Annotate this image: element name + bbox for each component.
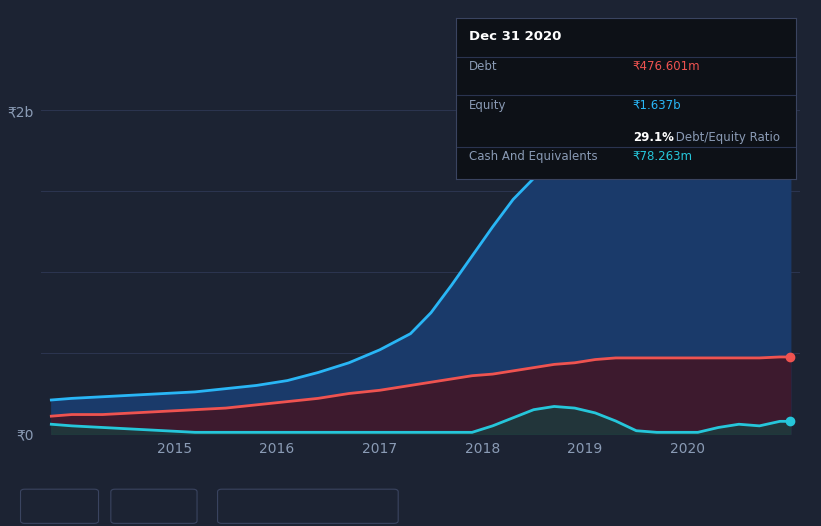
Text: Dec 31 2020: Dec 31 2020: [470, 29, 562, 43]
Text: ●: ●: [30, 501, 39, 511]
Text: ₹476.601m: ₹476.601m: [633, 60, 700, 73]
Text: Cash And Equivalents: Cash And Equivalents: [241, 500, 377, 512]
Text: ₹1.637b: ₹1.637b: [633, 99, 681, 112]
Text: Debt/Equity Ratio: Debt/Equity Ratio: [672, 130, 780, 144]
Text: Cash And Equivalents: Cash And Equivalents: [470, 150, 598, 163]
Text: Equity: Equity: [470, 99, 507, 112]
Text: 29.1%: 29.1%: [633, 130, 674, 144]
Text: ₹78.263m: ₹78.263m: [633, 150, 693, 163]
Text: Equity: Equity: [134, 500, 173, 512]
Text: ●: ●: [227, 501, 236, 511]
Text: Debt: Debt: [44, 500, 74, 512]
Text: Debt: Debt: [470, 60, 498, 73]
Text: ●: ●: [121, 501, 129, 511]
